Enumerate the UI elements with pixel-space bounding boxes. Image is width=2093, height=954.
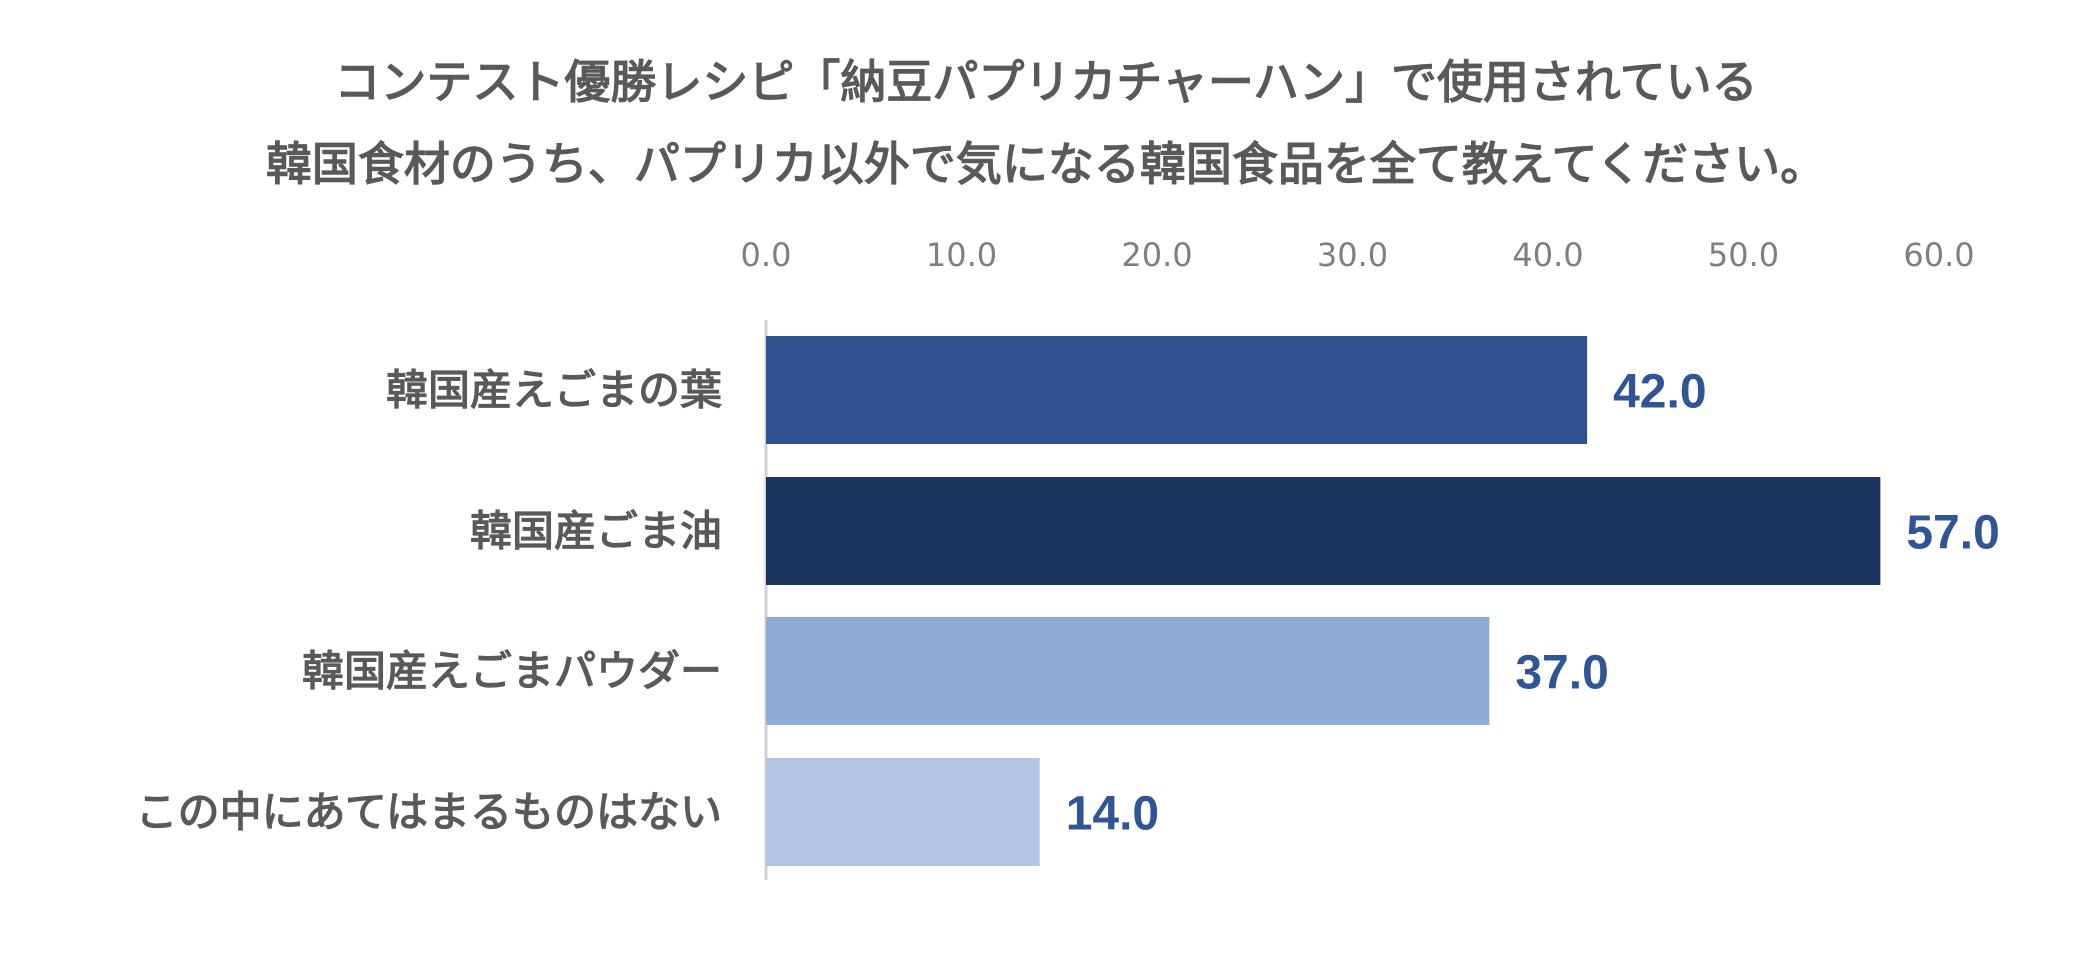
bar [766,758,1040,866]
data-label: 14.0 [1066,788,1159,841]
bar [766,477,1881,585]
x-tick-label: 10.0 [926,236,997,274]
category-label: この中にあてはまるものはない [136,788,722,837]
data-label: 37.0 [1515,647,1608,700]
chart-title-line-2: 韓国食材のうち、パプリカ以外で気になる韓国食品を全て教えてください。 [266,137,1826,191]
bar [766,617,1490,725]
x-tick-label: 30.0 [1317,236,1388,274]
x-axis-ticks: 0.0 10.0 20.0 30.0 40.0 50.0 60.0 [741,236,1975,274]
x-tick-label: 60.0 [1903,236,1974,274]
x-tick-label: 20.0 [1121,236,1192,274]
data-label: 42.0 [1613,366,1706,419]
category-label: 韓国産ごま油 [470,507,722,556]
bar [766,336,1588,444]
x-tick-label: 40.0 [1512,236,1583,274]
data-label: 57.0 [1906,507,1999,560]
category-label: 韓国産えごまパウダー [302,647,722,696]
x-tick-label: 50.0 [1708,236,1779,274]
chart-title: コンテスト優勝レシピ「納豆パプリカチャーハン」で使用されている韓国食材のうち、パ… [266,55,1826,191]
bars [766,336,1881,866]
data-labels: 42.0 57.0 37.0 14.0 [1066,366,2000,841]
x-tick-label: 0.0 [741,236,792,274]
category-label: 韓国産えごまの葉 [386,366,723,415]
chart-title-line-1: コンテスト優勝レシピ「納豆パプリカチャーハン」で使用されている [334,55,1757,109]
